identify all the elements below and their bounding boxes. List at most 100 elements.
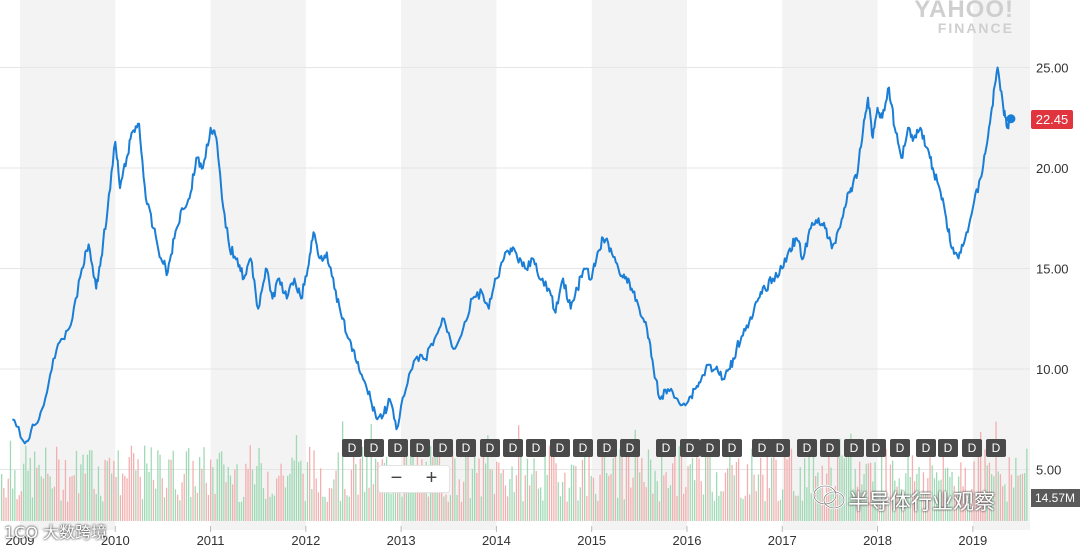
volume-bar [397,482,399,521]
volume-bar [388,475,390,521]
volume-bar [60,500,62,521]
x-tick-label: 2015 [577,533,606,548]
zoom-in-button[interactable]: + [425,467,438,489]
volume-bar [903,495,905,521]
volume-bar [361,446,364,521]
dividend-marker[interactable]: D [797,439,817,457]
volume-bar [746,464,749,521]
volume-bar [232,484,234,521]
dividend-marker[interactable]: D [597,439,617,457]
volume-bar [733,475,735,521]
volume-bar [284,487,287,521]
volume-bar [872,481,874,521]
volume-bar [480,496,482,521]
dividend-marker[interactable]: D [752,439,772,457]
volume-bar [557,482,559,521]
volume-bar [256,466,258,521]
volume-bar [617,497,619,521]
volume-bar [467,446,469,521]
dividend-marker[interactable]: D [342,439,362,457]
dividend-marker[interactable]: D [503,439,523,457]
zoom-out-button[interactable]: − [390,467,403,489]
y-tick-label: 10.00 [1036,362,1069,377]
volume-bar [643,482,645,521]
volume-bar [933,478,936,521]
volume-bar [713,500,716,521]
volume-bar [599,474,601,521]
dividend-marker[interactable]: D [433,439,453,457]
volume-bar [863,474,865,521]
volume-bar [579,487,581,521]
volume-bar [518,425,520,521]
dividend-marker[interactable]: D [364,439,384,457]
volume-bar [476,472,478,521]
volume-bar [753,474,755,521]
volume-bar [141,499,144,521]
x-tick-label: 2019 [958,533,987,548]
volume-bar [89,450,91,521]
volume-bar [817,472,819,521]
dividend-marker[interactable]: D [680,439,700,457]
volume-bar [685,487,687,521]
volume-bar [414,465,416,521]
dividend-marker[interactable]: D [866,439,886,457]
volume-bar [84,473,86,521]
volume-bar [766,456,768,521]
volume-bar [749,494,751,521]
dividend-marker[interactable]: D [620,439,640,457]
volume-bar [782,489,784,521]
volume-bar [984,449,986,521]
volume-bar [544,447,546,521]
volume-bar [86,454,89,521]
dividend-marker[interactable]: D [526,439,546,457]
dividend-marker[interactable]: D [480,439,500,457]
dividend-marker[interactable]: D [916,439,936,457]
volume-bar [58,459,60,521]
dividend-marker[interactable]: D [388,439,408,457]
volume-bar [586,496,588,521]
dividend-marker[interactable]: D [962,439,982,457]
dividend-marker[interactable]: D [820,439,840,457]
volume-bar [636,448,639,521]
volume-bar [632,477,634,521]
dividend-marker[interactable]: D [573,439,593,457]
volume-bar [124,475,126,521]
dividend-marker[interactable]: D [550,439,570,457]
volume-bar [909,477,911,521]
volume-bar [537,488,540,521]
dividend-marker[interactable]: D [700,439,720,457]
volume-bar [614,447,617,521]
dividend-marker[interactable]: D [938,439,958,457]
dividend-marker[interactable]: D [890,439,910,457]
volume-bar [128,457,130,521]
last-price-tag: 22.45 [1031,110,1073,129]
dividend-marker[interactable]: D [410,439,430,457]
volume-bar [698,458,700,521]
volume-bar [683,493,685,521]
dividend-marker[interactable]: D [770,439,790,457]
volume-bar [667,488,669,521]
volume-bar [71,475,73,521]
dividend-marker[interactable]: D [986,439,1006,457]
volume-bar [590,475,592,521]
volume-bar [740,497,742,521]
y-tick-label: 20.00 [1036,161,1069,176]
volume-bar [916,474,918,521]
volume-bar [920,493,922,521]
x-tick-label: 2017 [768,533,797,548]
volume-bar [42,478,45,521]
dividend-marker[interactable]: D [456,439,476,457]
volume-bar [159,454,161,521]
volume-bar [454,458,456,521]
dividend-marker[interactable]: D [722,439,742,457]
dividend-marker[interactable]: D [656,439,676,457]
dividend-marker[interactable]: D [844,439,864,457]
volume-bar [938,480,940,521]
volume-bar [595,494,597,521]
volume-bar [738,458,740,521]
volume-bar [520,446,522,521]
volume-bar [795,495,797,521]
volume-bar [185,451,188,521]
volume-bar [150,447,152,521]
volume-bar [931,465,933,521]
